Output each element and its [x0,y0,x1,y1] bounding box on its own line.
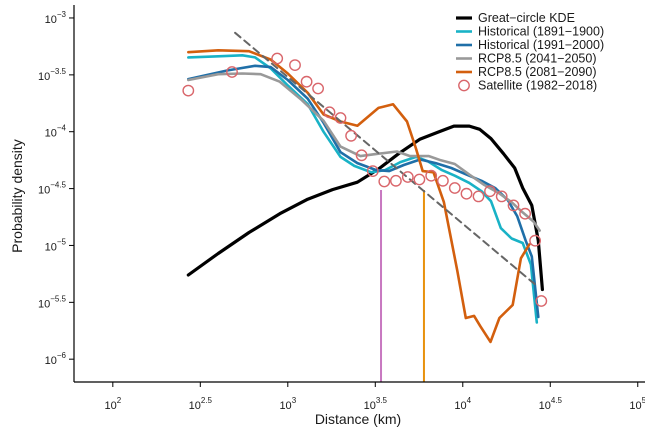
satellite-point [289,59,301,71]
x-axis-title: Distance (km) [315,411,401,427]
y-tick-label: 10−3.5 [38,67,67,83]
satellite-point [312,82,324,95]
axes: 102 102.5 103 103.5 104 104.5 105 10−3 10−3.5 10−… [38,5,645,412]
y-tick-label: 10−4.5 [38,181,67,197]
y-tick-label: 10−5.5 [38,294,67,310]
y-tick-label: 10−6 [45,351,67,367]
satellite-point [425,169,438,182]
satellite-point [300,75,313,88]
legend-label: RCP8.5 (2081−2090) [478,65,596,79]
x-tick-label: 103 [279,396,296,412]
series-line-2 [187,64,540,319]
satellite-point [323,106,336,119]
satellite-point [389,174,402,187]
legend-label: Satellite (1982−2018) [478,79,597,93]
satellite-point [355,149,368,162]
satellite-point [495,190,508,203]
satellite-point [271,52,284,65]
x-tick-label: 102.5 [189,396,213,412]
satellite-point [535,295,548,307]
legend-label: RCP8.5 (2041−2050) [478,52,596,66]
series-line-6 [234,31,540,289]
satellite-point [519,207,531,220]
legend-label: Great−circle KDE [478,11,575,25]
series-line-4 [187,49,531,344]
satellite-point [507,199,520,212]
satellite-point [436,174,449,187]
legend-label: Historical (1991−2000) [478,38,604,52]
satellite-point [460,187,473,200]
y-tick-label: 10−4 [45,124,67,140]
plot-area [182,31,548,382]
satellite-point [472,190,485,203]
satellite-point [226,66,238,78]
satellite-point [334,112,347,124]
satellite-point [182,84,195,97]
x-tick-label: 104.5 [539,396,563,412]
series-line-1 [187,54,539,324]
legend-label: Historical (1891−1900) [478,25,604,39]
x-tick-label: 105 [629,396,645,412]
y-tick-label: 10−5 [45,237,67,253]
y-tick-label: 10−3 [45,10,67,26]
x-tick-label: 104 [454,396,471,412]
satellite-point [413,173,426,186]
satellite-point [366,165,379,178]
x-tick-label: 102 [104,396,121,412]
satellite-point [345,129,357,142]
satellite-point [484,185,496,198]
series-line-0 [186,124,544,292]
y-axis-title: Probability density [9,139,25,253]
series-line-3 [187,72,541,232]
x-tick-label: 103.5 [364,396,388,412]
satellite-point [529,234,541,247]
satellite-point [448,182,461,194]
legend-key [458,79,470,92]
satellite-point [401,171,414,183]
satellite-point [378,175,391,188]
